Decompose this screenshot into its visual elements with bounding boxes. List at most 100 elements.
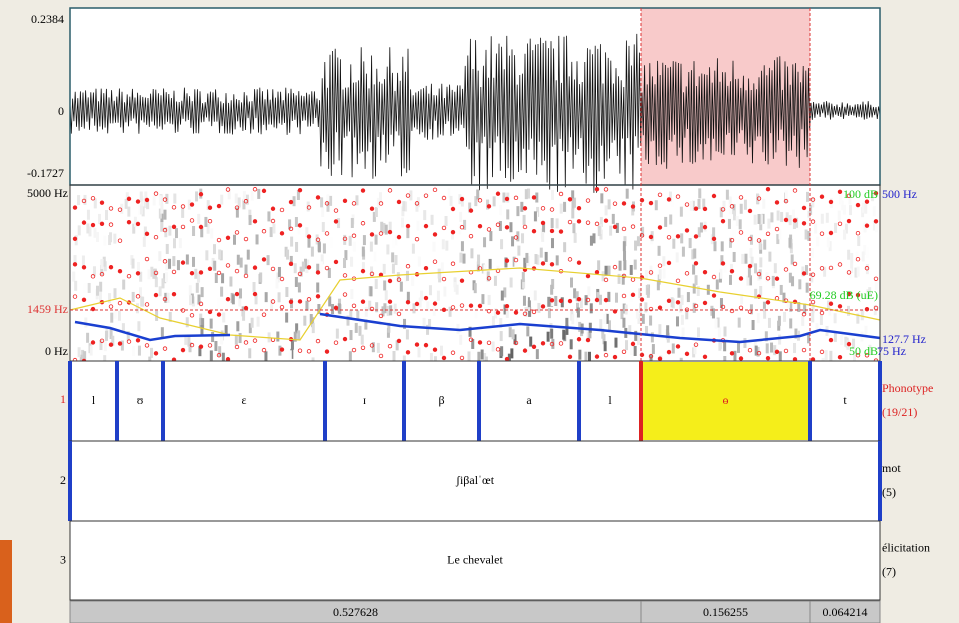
formant-dot (513, 195, 519, 201)
spectro-cell (807, 217, 811, 228)
formant-dot (225, 263, 231, 268)
spectro-cell (607, 265, 611, 276)
spectro-cell (92, 266, 96, 277)
spectro-cell (361, 246, 365, 257)
spectro-cell (770, 342, 774, 353)
spectro-cell (522, 295, 526, 306)
spectro-cell (197, 272, 201, 283)
spectro-cell (749, 275, 753, 286)
spectro-cell (535, 349, 539, 360)
formant-dot (306, 205, 312, 210)
spectro-cell (865, 264, 869, 275)
spectro-cell (198, 346, 202, 357)
formant-dot (549, 207, 555, 212)
spectro-cell (670, 297, 674, 308)
interval-label: β (438, 393, 444, 407)
spectro-cell (685, 309, 689, 320)
spectro-cell (778, 351, 782, 362)
formant-dot (639, 233, 645, 238)
formant-dot (594, 354, 600, 359)
formant-dot (459, 303, 465, 308)
formant-dot (396, 338, 402, 344)
spectro-cell (733, 350, 737, 361)
formant-dot (486, 227, 492, 232)
spectro-cell (234, 334, 238, 345)
formant-dot (657, 356, 663, 361)
spectro-cell (618, 260, 622, 271)
spectro-cell (120, 340, 124, 351)
spectro-cell (266, 255, 270, 266)
spectro-cell (411, 243, 415, 254)
spectro-cell (204, 216, 208, 227)
spectro-cell (575, 316, 579, 327)
spectro-cell (329, 195, 333, 206)
spectro-cell (206, 223, 210, 234)
spectro-cell (239, 257, 243, 268)
formant-dot (81, 297, 87, 303)
formant-dot (297, 348, 303, 353)
spectro-cell (784, 190, 788, 201)
spectro-cell (524, 189, 528, 200)
spectro-cell (328, 296, 332, 307)
spectro-cell (623, 260, 627, 271)
formant-dot (189, 342, 195, 348)
spectro-cell (692, 302, 696, 313)
formant-dot (207, 218, 213, 224)
spectro-cell (252, 282, 256, 293)
spectro-cell (352, 241, 356, 252)
spectro-cell (746, 275, 750, 286)
spectro-cell (526, 345, 530, 356)
formant-dot (801, 221, 807, 226)
duration-label: 0.156255 (703, 605, 748, 619)
spectro-cell (823, 266, 827, 277)
formant-dot (171, 269, 177, 275)
spectro-cell (364, 306, 368, 317)
formant-dot (531, 195, 537, 200)
spectro-cell (264, 351, 268, 362)
formant-dot (567, 257, 573, 262)
formant-dot (702, 269, 708, 275)
spectro-cell (278, 345, 282, 356)
spectro-cell (491, 316, 495, 327)
spectro-cell (630, 345, 634, 356)
formant-dot (612, 224, 618, 230)
spectro-cell (391, 263, 395, 274)
spectro-cell (303, 315, 307, 326)
spectro-cell (847, 305, 851, 316)
spectro-cell (138, 287, 142, 298)
formant-dot (99, 271, 105, 277)
spectro-cell (104, 330, 108, 341)
spectro-cell (753, 340, 757, 351)
spectro-cell (604, 265, 608, 276)
spectro-cell (691, 249, 695, 260)
spectro-cell (795, 217, 799, 228)
duration-label: 0.064214 (823, 605, 868, 619)
spectro-cell (861, 251, 865, 262)
spectro-cell (432, 305, 436, 316)
spectro-cell (74, 280, 78, 291)
formant-dot (90, 274, 96, 279)
spectro-cell (573, 232, 577, 243)
formant-dot (126, 219, 132, 225)
spectro-cell (850, 262, 854, 273)
spectro-cell (634, 240, 638, 251)
spectro-cell (344, 250, 348, 261)
spectro-cell (147, 269, 151, 280)
formant-dot (819, 266, 825, 271)
spectro-cell (467, 351, 471, 362)
spectro-cell (330, 237, 334, 248)
formant-dot (387, 188, 393, 193)
spectro-cell (587, 286, 591, 297)
formant-dot (450, 350, 456, 355)
spectro-cell (863, 244, 867, 255)
formant-dot (234, 230, 240, 235)
spectro-cell (824, 350, 828, 361)
spectro-cell (360, 334, 364, 345)
spectro-cell (738, 219, 742, 230)
spectro-cell (248, 209, 252, 220)
formant-dot (621, 226, 627, 232)
formant-dot (594, 221, 600, 227)
interval-label: t (843, 393, 847, 407)
spectro-cell (633, 259, 637, 270)
spectro-cell (521, 272, 525, 283)
